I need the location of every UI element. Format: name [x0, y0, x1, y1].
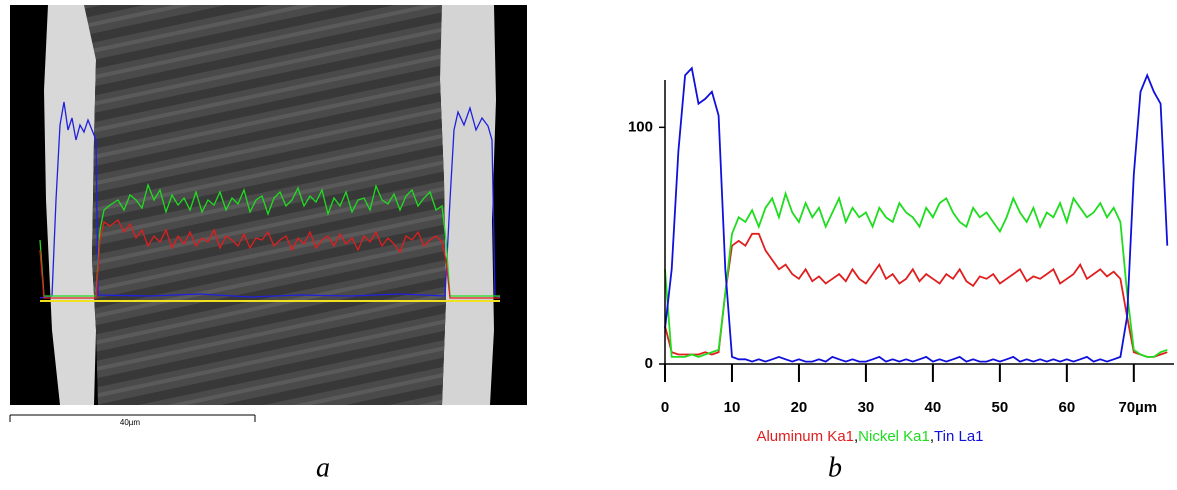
x-tick-label: 50 — [992, 399, 1009, 416]
panel-label: b — [828, 452, 842, 483]
series-line — [664, 66, 1169, 363]
legend-entry: Aluminum Ka1 — [756, 428, 854, 445]
x-tick-label: 70µm — [1118, 399, 1157, 416]
x-tick-label: 30 — [858, 399, 875, 416]
x-tick-label: 10 — [724, 399, 741, 416]
legend-separator: , — [930, 428, 934, 445]
legend-entry: Nickel Ka1 — [858, 428, 930, 445]
y-tick-label: 0 — [645, 355, 653, 372]
legend: Aluminum Ka1,Nickel Ka1,Tin La1 — [756, 428, 983, 445]
legend-entry: Tin La1 — [934, 428, 983, 445]
scale-bar-label: 40µm — [120, 418, 141, 427]
panel-label: a — [316, 452, 330, 483]
x-tick-label: 20 — [791, 399, 808, 416]
y-tick-label: 100 — [628, 118, 653, 135]
series-line — [664, 190, 1168, 358]
x-tick-label: 0 — [661, 399, 669, 416]
x-tick-label: 60 — [1058, 399, 1075, 416]
x-tick-label: 40 — [925, 399, 942, 416]
series-line — [664, 232, 1168, 358]
sem-image — [9, 5, 527, 422]
legend-separator: , — [854, 428, 858, 445]
